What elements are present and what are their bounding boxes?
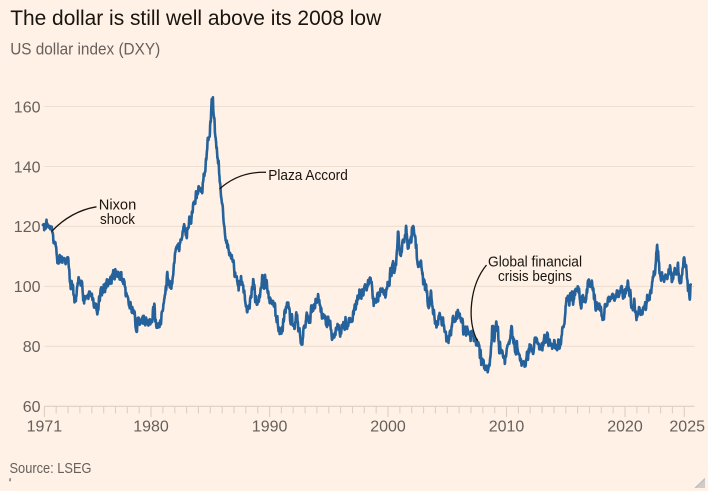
svg-text:Source: LSEG: Source: LSEG — [10, 460, 92, 477]
svg-text:140: 140 — [14, 159, 41, 176]
svg-text:120: 120 — [14, 219, 41, 236]
svg-text:2010: 2010 — [489, 419, 525, 436]
svg-text:Global financial: Global financial — [488, 254, 582, 271]
svg-text:US dollar index (DXY): US dollar index (DXY) — [10, 39, 160, 58]
svg-text:1990: 1990 — [252, 419, 288, 436]
svg-text:2025: 2025 — [669, 419, 705, 436]
svg-text:Plaza Accord: Plaza Accord — [268, 167, 348, 184]
svg-text:80: 80 — [23, 339, 41, 356]
svg-text:crisis begins: crisis begins — [498, 268, 572, 285]
svg-text:160: 160 — [14, 99, 41, 116]
svg-text:1980: 1980 — [133, 419, 169, 436]
svg-text:shock: shock — [100, 211, 135, 228]
svg-text:Nixon: Nixon — [99, 196, 137, 213]
svg-text:2020: 2020 — [607, 419, 643, 436]
svg-text:2000: 2000 — [370, 419, 406, 436]
svg-text:60: 60 — [23, 399, 41, 416]
svg-text:1971: 1971 — [27, 419, 63, 436]
svg-text:100: 100 — [14, 279, 41, 296]
svg-text:The dollar is still well above: The dollar is still well above its 2008 … — [10, 7, 382, 30]
